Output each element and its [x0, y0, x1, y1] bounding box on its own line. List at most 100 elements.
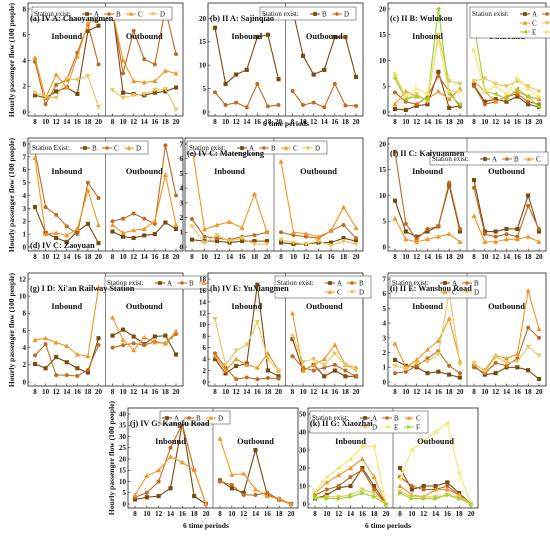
y-tick-label: 2 [180, 214, 184, 222]
outbound-point-C [536, 96, 542, 102]
panel-title: (e) IV C: Matengkong [187, 149, 265, 158]
inbound-point-F [372, 494, 377, 500]
inbound-point-A [96, 336, 101, 341]
x-tick-label: 20 [203, 510, 211, 518]
panel-title: (c) II B: Wulukou [390, 14, 453, 23]
y-tick-label: 40 [119, 410, 127, 418]
x-tick-label: 20 [536, 253, 544, 261]
outbound-label: Outbound [488, 167, 525, 176]
outbound-point-B [343, 368, 348, 373]
legend-entry-B: B [116, 10, 121, 18]
outbound-label: Outbound [300, 167, 337, 176]
x-tick-label: 16 [435, 118, 443, 126]
inbound-point-D [214, 233, 220, 238]
outbound-label: Outbound [126, 167, 163, 176]
x-tick-label: 10 [222, 118, 230, 126]
y-tick-label: 8 [23, 140, 27, 148]
inbound-point-D [244, 342, 250, 348]
legend-entry-B: B [474, 279, 479, 287]
x-tick-label: 8 [33, 118, 37, 126]
outbound-point-A [504, 226, 509, 232]
y-tick-label: 10 [379, 192, 387, 200]
legend-swatch-marker [85, 12, 89, 16]
legend: Station Exist: B C D [29, 140, 149, 155]
legend-entry-B: B [514, 155, 519, 163]
inbound-point-E [324, 474, 329, 480]
outbound-point-A [173, 352, 179, 357]
outbound-point-F [493, 83, 499, 89]
series-D [212, 317, 359, 374]
y-tick-label: 3 [180, 199, 184, 207]
x-tick-label: 20 [353, 118, 361, 126]
legend-swatch-marker [150, 12, 156, 17]
x-tick-label: 10 [42, 388, 50, 396]
x-tick-label: 8 [111, 118, 115, 126]
x-tick-label: 18 [371, 510, 379, 518]
inbound-point-C [424, 346, 431, 352]
inbound-point-D [95, 222, 102, 228]
y-tick-label: 4 [23, 192, 27, 200]
x-tick-label: 16 [435, 253, 443, 261]
y-tick-label: 0 [203, 378, 207, 386]
inbound-point-C [95, 284, 102, 290]
outbound-point-D [288, 501, 294, 506]
x-tick-label: 18 [446, 118, 454, 126]
outbound-point-D [536, 89, 542, 95]
x-tick-label: 18 [162, 388, 170, 396]
inbound-point-A [447, 372, 452, 377]
x-tick-label: 14 [226, 253, 234, 261]
x-axis-label: 6 time periods [183, 521, 229, 530]
x-tick-label: 18 [342, 388, 350, 396]
inbound-point-C [392, 341, 398, 346]
y-tick-label: 2 [23, 83, 27, 91]
inbound-point-A [425, 371, 430, 376]
y-tick-label: 12 [19, 275, 27, 283]
legend-swatch-marker [328, 281, 332, 285]
outbound-point-F [504, 91, 510, 97]
outbound-point-B [142, 233, 147, 238]
outbound-point-D [131, 227, 137, 233]
y-tick-label: 15 [119, 467, 127, 475]
x-tick-label: 10 [222, 388, 230, 396]
x-tick-label: 12 [53, 118, 61, 126]
outbound-point-A [229, 486, 234, 491]
legend-swatch-marker [443, 281, 447, 285]
y-tick-label: 4 [203, 356, 207, 364]
outbound-point-C [131, 211, 136, 216]
inbound-point-C [226, 219, 233, 224]
inbound-point-F [336, 496, 342, 502]
legend-entry-B: B [271, 144, 276, 152]
x-tick-label: 18 [276, 510, 284, 518]
y-tick-label: 0 [23, 243, 27, 251]
y-tick-label: 40 [299, 428, 307, 436]
x-tick-label: 12 [303, 253, 311, 261]
inbound-point-C [75, 232, 80, 237]
y-tick-label: 5 [180, 170, 184, 178]
x-tick-label: 12 [492, 118, 500, 126]
legend-swatch-marker [240, 146, 244, 150]
inbound-point-B [348, 474, 353, 480]
x-tick-label: 20 [288, 510, 296, 518]
legend-entry-A: A [94, 10, 99, 18]
x-tick-label: 20 [457, 118, 465, 126]
y-tick-label: 14 [199, 298, 207, 306]
legend-entry-F: F [416, 423, 420, 431]
x-tick-label: 20 [173, 118, 181, 126]
x-tick-label: 16 [151, 388, 159, 396]
outbound-point-D [290, 88, 295, 93]
outbound-point-D [343, 103, 348, 108]
x-tick-label: 20 [383, 510, 391, 518]
outbound-point-B [343, 35, 348, 40]
x-tick-label: 20 [264, 253, 272, 261]
outbound-point-C [162, 68, 169, 73]
inbound-point-C [85, 180, 90, 185]
outbound-point-D [311, 100, 316, 105]
outbound-point-B [121, 234, 126, 239]
inbound-point-C [74, 53, 80, 59]
outbound-point-D [173, 107, 179, 113]
inbound-point-B [372, 487, 377, 492]
outbound-point-D [482, 369, 488, 375]
outbound-point-A [493, 229, 498, 234]
x-tick-label: 14 [167, 510, 175, 518]
y-tick-label: 5 [383, 305, 387, 313]
